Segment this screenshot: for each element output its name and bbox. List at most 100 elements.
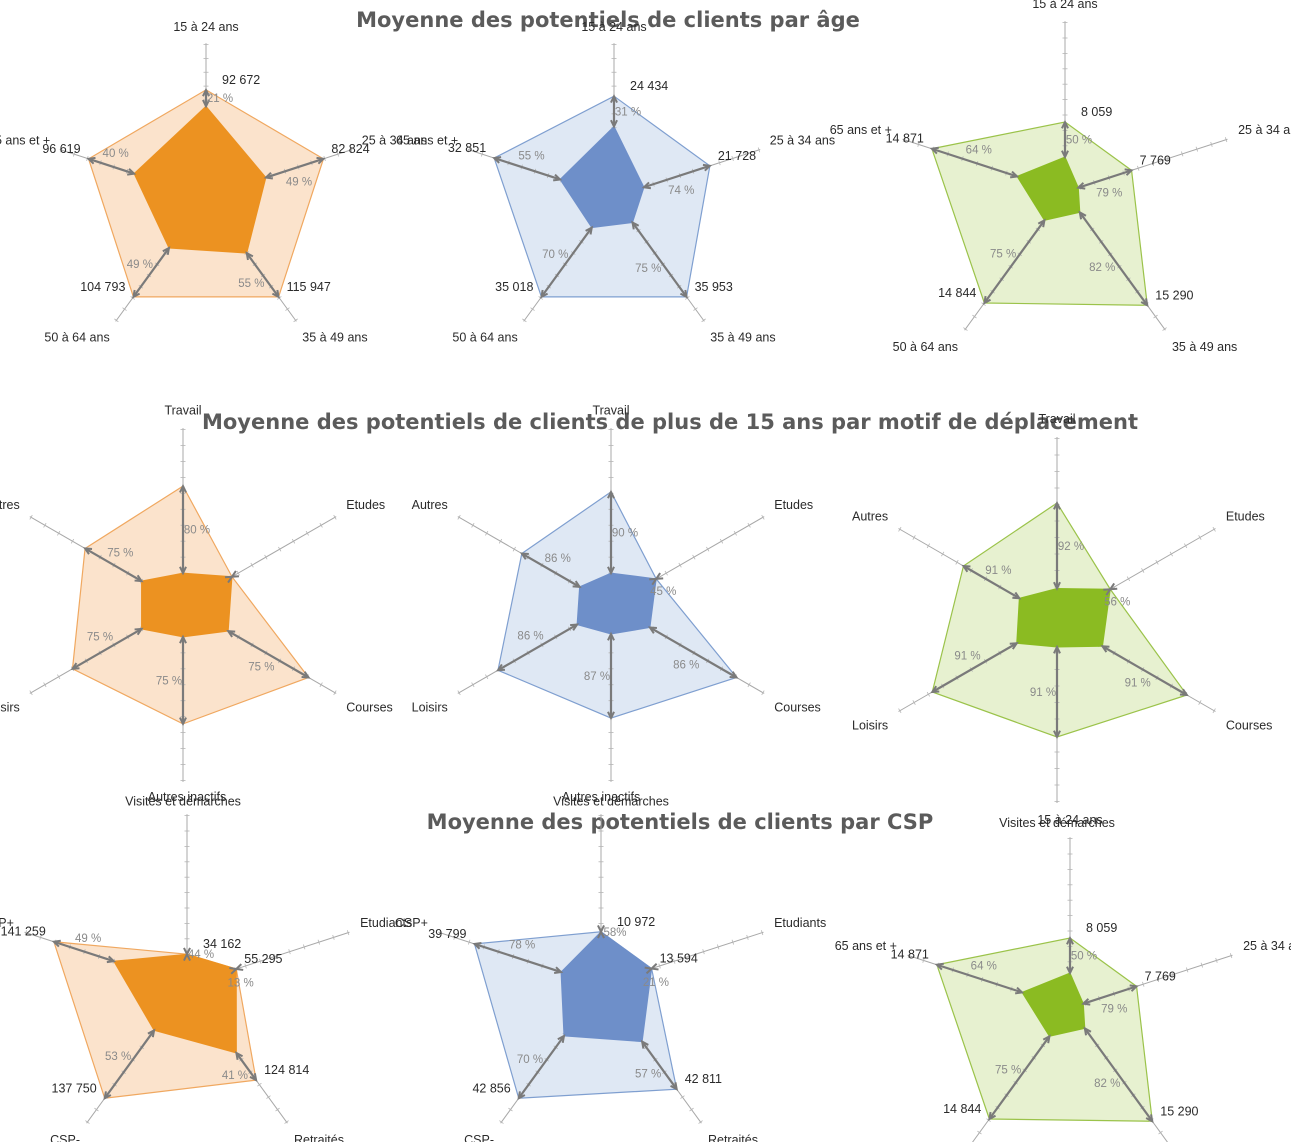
value-label: 14 871: [886, 132, 924, 146]
percent-label: 91 %: [1030, 687, 1056, 699]
arrow-head: [1100, 645, 1110, 653]
axis-tick: [977, 1130, 982, 1135]
axis-tick: [1212, 708, 1216, 714]
axis-label: Courses: [1226, 719, 1273, 733]
axis-tick: [236, 570, 240, 576]
value-label: 92 672: [222, 73, 260, 87]
arrow-head: [103, 1091, 112, 1101]
axis-tick: [912, 535, 916, 540]
arrow-head: [127, 168, 137, 176]
arrow-head: [557, 1034, 566, 1044]
value-label: 8 059: [1086, 921, 1117, 935]
axis-tick: [706, 546, 710, 552]
axis-tick: [760, 930, 764, 936]
axis-label: CSP-: [464, 1133, 494, 1142]
percent-label: 75 %: [107, 548, 133, 560]
axis-tick: [457, 690, 461, 696]
axis-label: Autres: [852, 510, 888, 524]
range-arrow: [103, 1029, 155, 1099]
axis-label: Visites et démarches: [999, 816, 1115, 830]
arrow-head: [983, 295, 991, 305]
range-arrow: [540, 226, 593, 298]
range-arrow: [1078, 211, 1149, 306]
axis-tick: [250, 562, 254, 568]
axis-tick: [346, 930, 350, 936]
range-arrow: [1083, 1027, 1154, 1122]
axis-label: 25 à 34 ans: [1243, 939, 1291, 953]
axis-tick: [471, 682, 475, 688]
arrow-head: [607, 711, 615, 721]
axis-label: 50 à 64 ans: [893, 340, 958, 354]
percent-label: 91 %: [954, 651, 980, 663]
axis-tick: [333, 514, 337, 520]
arrow-head: [1179, 688, 1189, 697]
axis-tick: [972, 314, 977, 319]
axis-tick: [467, 147, 471, 153]
axis-tick: [85, 1120, 90, 1124]
axis-tick: [1198, 700, 1202, 705]
value-label: 96 619: [42, 142, 80, 156]
arrow-head: [670, 1082, 679, 1092]
axis-tick: [747, 682, 751, 688]
axis-label: Travail: [164, 404, 201, 418]
value-label: 14 844: [943, 1102, 981, 1116]
radar-chart-4: Travail 80 % Etudes Courses 75 % Visites et d…: [0, 404, 393, 809]
range-arrow: [132, 247, 170, 298]
arrow-head: [1108, 582, 1118, 591]
axis-label: Autres inactifs: [562, 790, 641, 804]
arrow-head: [540, 289, 549, 299]
arrow-head: [83, 547, 93, 555]
range-arrow: [53, 940, 115, 963]
percent-label: 82 %: [1089, 262, 1115, 274]
axis-label: 25 à 34 ans: [1238, 123, 1291, 137]
value-label: 124 814: [264, 1063, 309, 1077]
arrow-head: [235, 1051, 244, 1061]
arrow-head: [610, 93, 618, 103]
arrow-head: [929, 146, 939, 155]
arrow-head: [934, 962, 944, 971]
axis-tick: [746, 934, 749, 940]
arrow-head: [495, 663, 506, 672]
axis-tick: [719, 538, 724, 544]
axis-tick: [1156, 976, 1160, 982]
arrow-head: [1009, 170, 1020, 179]
axis-label: Autres: [412, 498, 448, 512]
axis-tick: [59, 147, 63, 153]
axis-label: Etudes: [346, 498, 385, 512]
axis-tick: [24, 930, 28, 936]
value-label: 141 259: [1, 925, 46, 939]
axis-tick: [744, 151, 747, 157]
axis-tick: [1141, 568, 1145, 573]
value-label: 35 953: [695, 280, 733, 294]
axis-label: 50 à 64 ans: [452, 331, 517, 345]
axis-tick: [689, 1107, 694, 1112]
radar-chart-2: 15 à 24 ans 24 434 31 % 25 à 34 ans 21 728 74…: [396, 20, 835, 344]
value-label: 13 594: [660, 952, 698, 966]
axis-tick: [1229, 953, 1233, 959]
value-label: 15 290: [1160, 1104, 1198, 1118]
arrow-head: [70, 662, 80, 670]
axis-tick: [898, 708, 902, 714]
value-label: 7 769: [1140, 153, 1171, 167]
arrow-head: [86, 156, 96, 165]
percent-label: 53 %: [105, 1051, 131, 1063]
value-label: 10 972: [617, 915, 655, 929]
arrow-head: [271, 289, 280, 299]
arrow-head: [1053, 500, 1061, 510]
arrow-head: [1053, 581, 1061, 591]
value-label: 34 162: [203, 937, 241, 951]
arrow-head: [1061, 150, 1069, 160]
arrow-head: [179, 483, 187, 493]
axis-label: CSP-: [50, 1133, 80, 1142]
axis-tick: [1181, 151, 1184, 157]
value-label: 7 769: [1145, 969, 1176, 983]
axis-tick: [303, 944, 306, 950]
percent-label: 78 %: [509, 940, 535, 952]
value-label: 32 851: [448, 141, 486, 155]
axis-tick: [1153, 314, 1158, 319]
inner-area: [141, 572, 233, 638]
range-arrow: [235, 1052, 258, 1081]
range-arrow: [936, 963, 1023, 994]
arrow-head: [229, 570, 240, 578]
percent-label: 41 %: [222, 1070, 248, 1082]
